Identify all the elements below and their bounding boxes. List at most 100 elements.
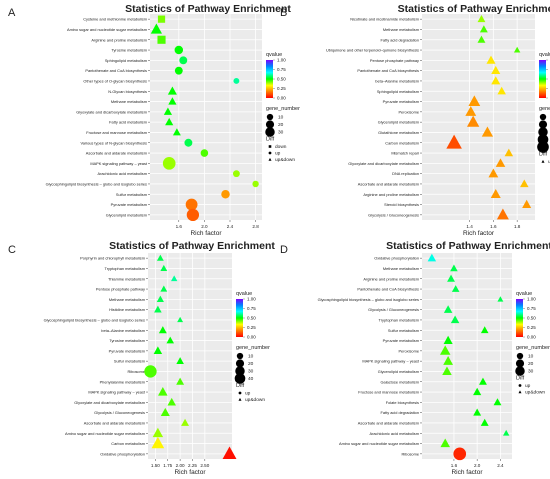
data-point (153, 346, 163, 355)
category-label: Arginine and proline metabolism (363, 192, 419, 197)
x-tick-label: 2.8 (252, 224, 259, 229)
data-point (522, 199, 532, 208)
data-point (443, 335, 453, 344)
colorbar-tick-label: 0.75 (277, 67, 286, 72)
x-tick-label: 1.4 (466, 224, 473, 229)
category-label: Carbon metabolism (385, 140, 419, 145)
x-axis-label: Rich factor (190, 230, 222, 237)
category-label: Fatty acid metabolism (109, 120, 147, 125)
data-point (177, 316, 184, 323)
category-label: Glycosphingolipid biosynthesis – globo a… (46, 181, 147, 186)
category-label: Glycosphingolipid biosynthesis – globo a… (44, 317, 145, 322)
x-tick-label: 1.8 (514, 224, 521, 229)
size-legend-label: 20 (278, 122, 284, 128)
data-point (152, 427, 164, 438)
data-point (158, 387, 168, 396)
data-point (513, 46, 521, 53)
data-point (480, 418, 489, 426)
colorbar-tick-label: 0.00 (277, 96, 286, 101)
panel-label: C (8, 244, 16, 256)
category-label: Amino sugar and nucleotide sugar metabol… (339, 441, 419, 446)
category-label: Tyrosine metabolism (111, 48, 147, 53)
diff-legend-symbol (268, 151, 272, 155)
data-point (450, 315, 460, 324)
category-label: Ascorbate and aldarate metabolism (358, 420, 419, 425)
category-label: Phenylalanine metabolism (100, 379, 145, 384)
data-point (451, 285, 460, 292)
size-legend-label: 10 (278, 115, 284, 121)
category-label: MAPK signaling pathway – yeast (362, 359, 420, 364)
category-label: Sulfur metabolism (388, 328, 419, 333)
category-label: Fructose and mannose metabolism (358, 390, 419, 395)
diff-legend-label: up&down (548, 159, 550, 165)
category-label: Arginine and proline metabolism (363, 276, 419, 281)
diff-legend-symbol (238, 391, 242, 395)
diff-legend-label: down (275, 144, 287, 150)
category-label: Glycerolipid metabolism (106, 212, 147, 217)
colorbar-tick-label: 0.75 (247, 306, 256, 311)
data-point (181, 418, 190, 426)
size-legend-symbol (235, 359, 245, 368)
data-point (174, 66, 183, 75)
diff-legend-title: Diff (266, 137, 275, 143)
data-point (156, 295, 164, 303)
category-label: MAPK signaling pathway – yeast (88, 390, 146, 395)
category-label: Folate biosynthesis (386, 400, 419, 405)
plot-panel (422, 253, 512, 459)
data-point (167, 397, 176, 406)
qvalue-colorbar (539, 60, 546, 98)
data-point (502, 429, 510, 436)
x-tick-label: 2.4 (497, 463, 504, 468)
category-label: Ubiquinone and other terpenoid–quinone b… (326, 48, 419, 53)
category-label: Glycolysis / Gluconeogenesis (368, 212, 419, 217)
diff-legend-symbol (518, 384, 522, 387)
size-legend-symbol (265, 120, 275, 129)
chart-title: Statistics of Pathway Enrichment (398, 3, 550, 15)
category-label: Pyruvate metabolism (383, 338, 419, 343)
data-point (176, 357, 184, 364)
category-label: Ribosome (127, 369, 145, 374)
x-axis-label: Rich factor (174, 469, 206, 474)
category-label: Histidine metabolism (109, 307, 145, 312)
colorbar-tick-label: 0.25 (247, 325, 256, 330)
category-label: Amino sugar and nucleotide sugar metabol… (65, 431, 145, 436)
data-point (179, 56, 188, 65)
data-point (488, 168, 499, 178)
data-point (443, 356, 454, 365)
category-label: Pyruvate metabolism (383, 99, 419, 104)
diff-legend-title: Diff (236, 383, 245, 389)
x-tick-label: 1.75 (163, 463, 172, 468)
category-label: Arachidonic acid metabolism (369, 431, 419, 436)
data-point (468, 95, 481, 106)
data-point (443, 305, 453, 313)
gene-number-legend-title: gene_number (539, 106, 550, 112)
data-point (450, 264, 458, 272)
data-point (480, 326, 489, 334)
category-label: Methane metabolism (383, 27, 419, 32)
data-point (466, 115, 480, 127)
category-label: Fatty acid degradation (381, 37, 420, 42)
diff-legend-label: up&down (275, 157, 295, 163)
x-tick-label: 1.50 (151, 463, 160, 468)
size-legend-symbol (266, 113, 274, 121)
size-legend-symbol (234, 373, 246, 384)
data-point (156, 254, 164, 261)
size-legend-label: 20 (248, 361, 254, 367)
category-label: MAPK signaling pathway – yeast (90, 161, 148, 166)
qvalue-colorbar (266, 60, 273, 98)
category-label: Oxidative phosphorylation (374, 256, 419, 261)
category-label: Other types of O-glycan biosynthesis (83, 78, 147, 83)
x-tick-label: 2.00 (176, 463, 185, 468)
data-point (442, 366, 452, 376)
x-tick-label: 2.0 (474, 463, 481, 468)
category-label: Ascorbate and aldarate metabolism (358, 181, 419, 186)
size-legend-symbol (539, 113, 547, 121)
category-label: beta–Alanine metabolism (101, 328, 145, 333)
data-point (447, 274, 455, 282)
category-label: Glyoxylate and dicarboxylate metabolism (348, 161, 419, 166)
category-label: Carbon metabolism (111, 441, 145, 446)
chart-title: Statistics of Pathway Enrichment (109, 240, 275, 252)
data-point (479, 25, 488, 33)
diff-legend-label: up&down (245, 397, 265, 403)
colorbar-tick-label: 0.25 (277, 86, 286, 91)
